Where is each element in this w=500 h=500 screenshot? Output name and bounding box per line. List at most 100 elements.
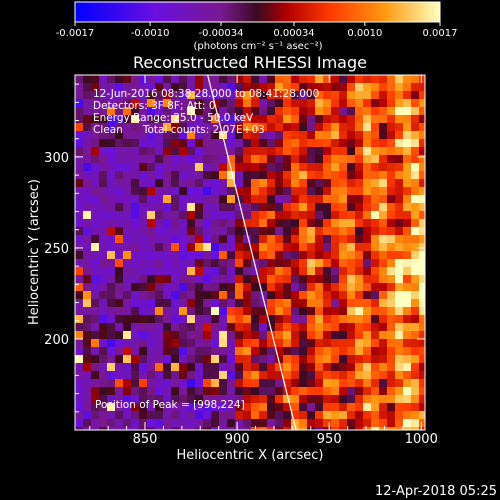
heatmap-cell xyxy=(331,155,339,163)
heatmap-cell xyxy=(243,235,251,243)
heatmap-cell xyxy=(187,427,195,430)
heatmap-cell xyxy=(203,235,211,243)
heatmap-cell xyxy=(227,107,235,115)
heatmap-cell xyxy=(251,155,259,163)
heatmap-cell xyxy=(187,115,195,123)
heatmap-cell xyxy=(235,331,243,339)
heatmap-cell xyxy=(315,371,323,379)
heatmap-cell xyxy=(323,243,331,251)
heatmap-cell xyxy=(387,379,395,387)
heatmap-cell xyxy=(187,83,195,91)
heatmap-cell xyxy=(267,115,275,123)
heatmap-cell xyxy=(75,323,83,331)
heatmap-cell xyxy=(219,155,227,163)
heatmap-cell xyxy=(203,379,211,387)
heatmap-cell xyxy=(171,315,179,323)
heatmap-cell xyxy=(75,355,83,363)
heatmap-cell xyxy=(307,251,315,259)
heatmap-cell xyxy=(243,155,251,163)
heatmap-cell xyxy=(179,179,187,187)
heatmap-cell xyxy=(235,347,243,355)
heatmap-cell xyxy=(211,147,219,155)
heatmap-cell xyxy=(179,187,187,195)
heatmap-cell xyxy=(139,363,147,371)
heatmap-cell xyxy=(219,291,227,299)
heatmap-cell xyxy=(387,187,395,195)
heatmap-cell xyxy=(115,395,123,403)
heatmap-cell xyxy=(339,83,347,91)
heatmap-cell xyxy=(355,363,363,371)
heatmap-cell xyxy=(267,195,275,203)
heatmap-cell xyxy=(115,371,123,379)
heatmap-cell xyxy=(83,211,91,219)
heatmap-cell xyxy=(379,187,387,195)
heatmap-cell xyxy=(419,195,425,203)
heatmap-cell xyxy=(371,155,379,163)
heatmap-cell xyxy=(139,307,147,315)
heatmap-cell xyxy=(195,267,203,275)
heatmap-cell xyxy=(323,347,331,355)
heatmap-cell xyxy=(395,283,403,291)
heatmap-cell xyxy=(83,91,91,99)
heatmap-cell xyxy=(163,363,171,371)
heatmap-cell xyxy=(331,139,339,147)
heatmap-cell xyxy=(355,91,363,99)
heatmap-cell xyxy=(275,83,283,91)
heatmap-cell xyxy=(219,251,227,259)
heatmap-cell xyxy=(395,99,403,107)
heatmap-cell xyxy=(219,235,227,243)
plot-frame xyxy=(74,74,426,431)
heatmap-cell xyxy=(211,139,219,147)
heatmap-cell xyxy=(283,291,291,299)
heatmap-cell xyxy=(339,427,347,430)
heatmap-cell xyxy=(403,315,411,323)
heatmap-cell xyxy=(219,403,227,411)
heatmap-cell xyxy=(203,427,211,430)
heatmap-cell xyxy=(147,307,155,315)
heatmap-cell xyxy=(395,235,403,243)
heatmap-cell xyxy=(219,195,227,203)
heatmap-cell xyxy=(347,427,355,430)
heatmap-cell xyxy=(131,403,139,411)
heatmap-cell xyxy=(219,211,227,219)
heatmap-cell xyxy=(235,219,243,227)
heatmap-cell xyxy=(307,419,315,427)
heatmap-cell xyxy=(363,259,371,267)
heatmap-cell xyxy=(227,419,235,427)
heatmap-cell xyxy=(115,339,123,347)
heatmap-cell xyxy=(235,379,243,387)
heatmap-cell xyxy=(403,299,411,307)
heatmap-cell xyxy=(339,171,347,179)
heatmap-cell xyxy=(115,203,123,211)
heatmap-cell xyxy=(315,91,323,99)
heatmap-cell xyxy=(331,339,339,347)
heatmap-cell xyxy=(259,147,267,155)
heatmap-cell xyxy=(155,107,163,115)
heatmap-cell xyxy=(219,331,227,339)
heatmap-cell xyxy=(259,419,267,427)
heatmap-cell xyxy=(291,179,299,187)
heatmap-cell xyxy=(411,91,419,99)
heatmap-cell xyxy=(387,115,395,123)
heatmap-cell xyxy=(259,339,267,347)
heatmap-cell xyxy=(347,323,355,331)
heatmap-cell xyxy=(259,219,267,227)
heatmap-cell xyxy=(83,171,91,179)
heatmap-cell xyxy=(171,195,179,203)
heatmap-cell xyxy=(259,315,267,323)
heatmap-cell xyxy=(227,315,235,323)
heatmap-cell xyxy=(243,419,251,427)
heatmap-cell xyxy=(259,99,267,107)
heatmap-cell xyxy=(123,235,131,243)
heatmap-cell xyxy=(379,139,387,147)
heatmap-cell xyxy=(163,427,171,430)
heatmap-cell xyxy=(155,155,163,163)
heatmap-cell xyxy=(131,347,139,355)
heatmap-cell xyxy=(155,163,163,171)
heatmap-cell xyxy=(419,315,425,323)
heatmap-cell xyxy=(363,91,371,99)
heatmap-cell xyxy=(307,371,315,379)
heatmap-cell xyxy=(411,387,419,395)
heatmap-cell xyxy=(235,147,243,155)
heatmap-cell xyxy=(195,379,203,387)
